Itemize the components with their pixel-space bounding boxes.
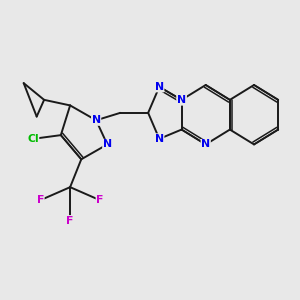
Text: N: N — [177, 95, 186, 105]
Text: F: F — [37, 195, 44, 205]
Text: F: F — [66, 216, 74, 226]
Text: N: N — [92, 115, 101, 125]
Text: N: N — [155, 82, 164, 92]
Text: N: N — [155, 134, 164, 144]
Text: F: F — [96, 195, 103, 205]
Text: N: N — [201, 140, 210, 149]
Text: Cl: Cl — [27, 134, 39, 144]
Text: N: N — [177, 95, 186, 105]
Text: N: N — [103, 140, 112, 149]
